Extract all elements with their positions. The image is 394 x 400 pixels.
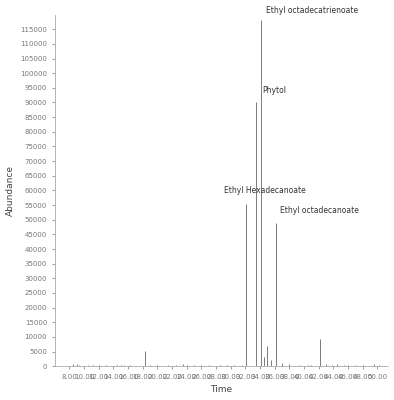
- X-axis label: Time: Time: [210, 386, 233, 394]
- Text: Ethyl Hexadecanoate: Ethyl Hexadecanoate: [224, 186, 306, 195]
- Text: Ethyl octadecatrienoate: Ethyl octadecatrienoate: [266, 6, 358, 14]
- Text: Phytol: Phytol: [262, 86, 286, 95]
- Y-axis label: Abundance: Abundance: [6, 165, 15, 216]
- Text: Ethyl octadecanoate: Ethyl octadecanoate: [279, 206, 359, 215]
